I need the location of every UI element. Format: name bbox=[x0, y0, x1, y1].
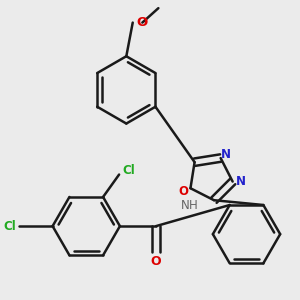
Text: N: N bbox=[180, 200, 189, 212]
Text: Cl: Cl bbox=[3, 220, 16, 232]
Text: O: O bbox=[178, 185, 188, 198]
Text: N: N bbox=[236, 175, 246, 188]
Text: O: O bbox=[151, 255, 161, 268]
Text: O: O bbox=[137, 16, 148, 29]
Text: N: N bbox=[221, 148, 231, 160]
Text: Cl: Cl bbox=[122, 164, 135, 177]
Text: H: H bbox=[188, 200, 197, 212]
